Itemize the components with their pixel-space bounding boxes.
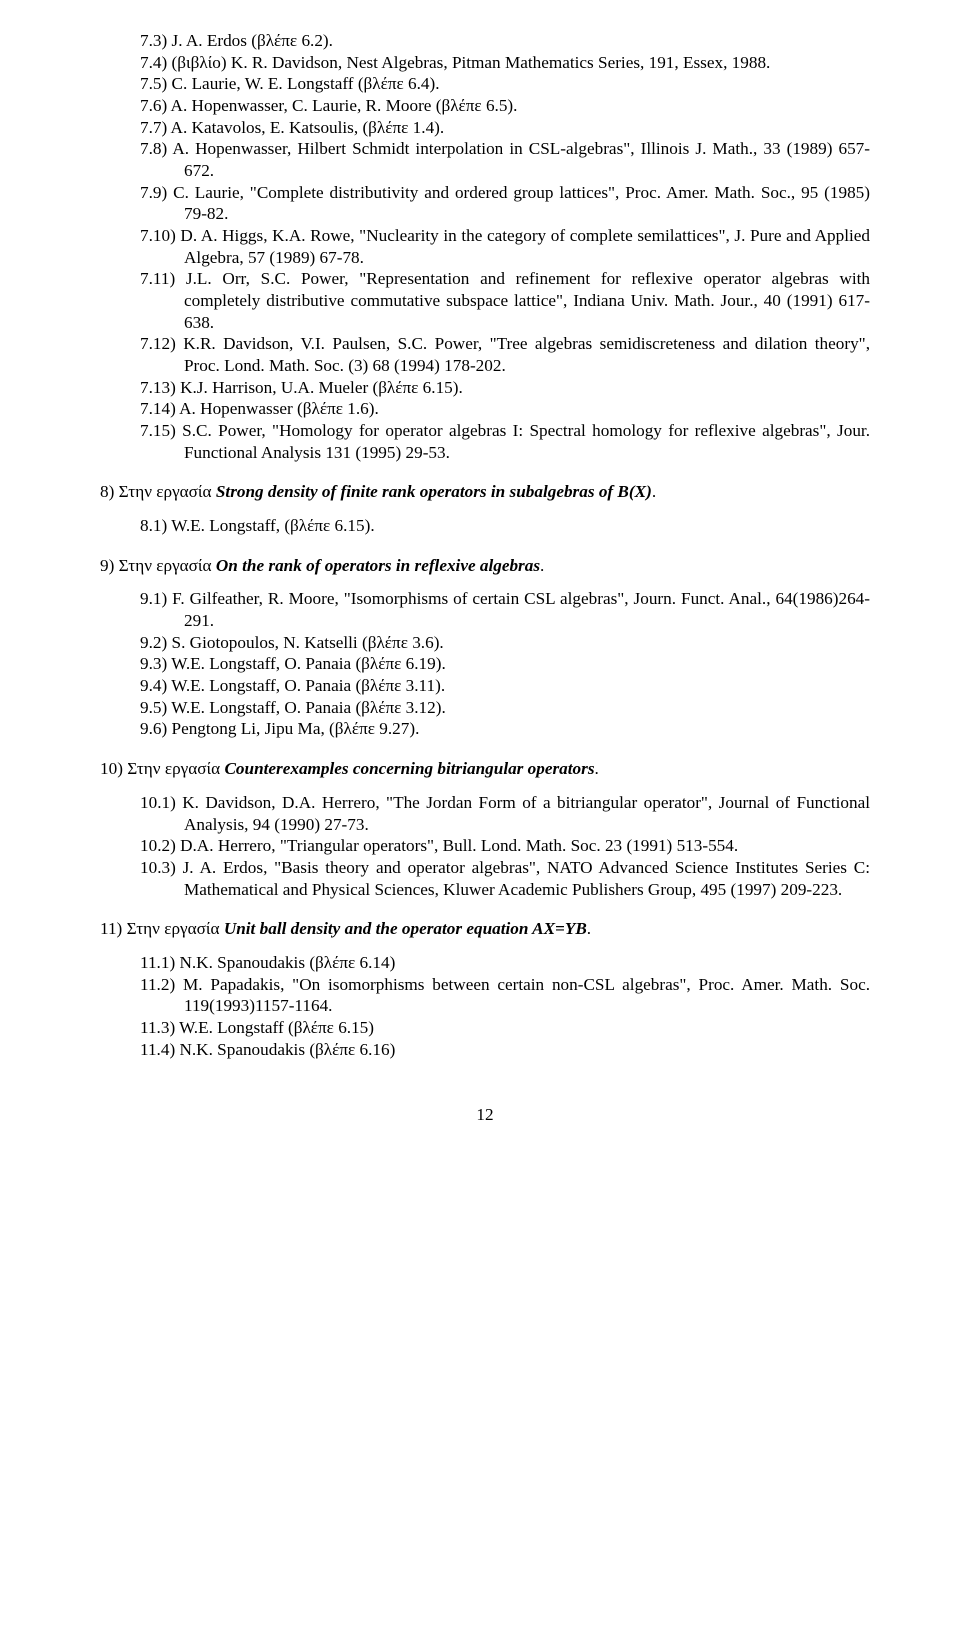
refs-section-11: 11.1) N.K. Spanoudakis (βλέπε 6.14) 11.2…	[100, 952, 870, 1060]
ref-item: 11.3) W.E. Longstaff (βλέπε 6.15)	[100, 1017, 870, 1039]
section-10-heading: 10) Στην εργασία Counterexamples concern…	[100, 758, 870, 780]
section-title: On the rank of operators in reflexive al…	[216, 556, 540, 575]
section-prefix: 11) Στην εργασία	[100, 919, 224, 938]
refs-section-8: 8.1) W.E. Longstaff, (βλέπε 6.15).	[100, 515, 870, 537]
section-8-heading: 8) Στην εργασία Strong density of finite…	[100, 481, 870, 503]
section-suffix: .	[540, 556, 544, 575]
ref-item: 7.5) C. Laurie, W. E. Longstaff (βλέπε 6…	[100, 73, 870, 95]
section-title: Strong density of finite rank operators …	[216, 482, 652, 501]
section-suffix: .	[587, 919, 591, 938]
ref-item: 7.4) (βιβλίο) K. R. Davidson, Nest Algeb…	[100, 52, 870, 74]
ref-item: 7.7) A. Katavolos, E. Katsoulis, (βλέπε …	[100, 117, 870, 139]
ref-item: 9.1) F. Gilfeather, R. Moore, "Isomorphi…	[100, 588, 870, 631]
section-suffix: .	[652, 482, 656, 501]
ref-item: 9.3) W.E. Longstaff, O. Panaia (βλέπε 6.…	[100, 653, 870, 675]
ref-item: 7.6) A. Hopenwasser, C. Laurie, R. Moore…	[100, 95, 870, 117]
section-title: Counterexamples concerning bitriangular …	[224, 759, 594, 778]
ref-item: 7.12) K.R. Davidson, V.I. Paulsen, S.C. …	[100, 333, 870, 376]
section-prefix: 8) Στην εργασία	[100, 482, 216, 501]
refs-section-10: 10.1) K. Davidson, D.A. Herrero, "The Jo…	[100, 792, 870, 900]
ref-item: 10.1) K. Davidson, D.A. Herrero, "The Jo…	[100, 792, 870, 835]
ref-item: 9.4) W.E. Longstaff, O. Panaia (βλέπε 3.…	[100, 675, 870, 697]
section-9-heading: 9) Στην εργασία On the rank of operators…	[100, 555, 870, 577]
ref-item: 10.2) D.A. Herrero, "Triangular operator…	[100, 835, 870, 857]
ref-item: 11.1) N.K. Spanoudakis (βλέπε 6.14)	[100, 952, 870, 974]
ref-item: 9.2) S. Giotopoulos, N. Katselli (βλέπε …	[100, 632, 870, 654]
ref-item: 7.10) D. A. Higgs, K.A. Rowe, "Nuclearit…	[100, 225, 870, 268]
refs-section-9: 9.1) F. Gilfeather, R. Moore, "Isomorphi…	[100, 588, 870, 740]
ref-item: 11.2) M. Papadakis, "On isomorphisms bet…	[100, 974, 870, 1017]
ref-item: 8.1) W.E. Longstaff, (βλέπε 6.15).	[100, 515, 870, 537]
page-number: 12	[100, 1104, 870, 1126]
ref-item: 7.14) A. Hopenwasser (βλέπε 1.6).	[100, 398, 870, 420]
ref-item: 9.6) Pengtong Li, Jipu Ma, (βλέπε 9.27).	[100, 718, 870, 740]
ref-item: 9.5) W.E. Longstaff, O. Panaia (βλέπε 3.…	[100, 697, 870, 719]
section-suffix: .	[595, 759, 599, 778]
ref-item: 7.8) A. Hopenwasser, Hilbert Schmidt int…	[100, 138, 870, 181]
ref-item: 7.3) J. A. Erdos (βλέπε 6.2).	[100, 30, 870, 52]
ref-item: 10.3) J. A. Erdos, "Basis theory and ope…	[100, 857, 870, 900]
section-title: Unit ball density and the operator equat…	[224, 919, 587, 938]
section-prefix: 9) Στην εργασία	[100, 556, 216, 575]
ref-item: 7.15) S.C. Power, "Homology for operator…	[100, 420, 870, 463]
refs-section-7: 7.3) J. A. Erdos (βλέπε 6.2). 7.4) (βιβλ…	[100, 30, 870, 463]
ref-item: 7.11) J.L. Orr, S.C. Power, "Representat…	[100, 268, 870, 333]
section-prefix: 10) Στην εργασία	[100, 759, 224, 778]
page-content: 7.3) J. A. Erdos (βλέπε 6.2). 7.4) (βιβλ…	[0, 0, 960, 1166]
ref-item: 7.9) C. Laurie, "Complete distributivity…	[100, 182, 870, 225]
ref-item: 11.4) N.K. Spanoudakis (βλέπε 6.16)	[100, 1039, 870, 1061]
ref-item: 7.13) K.J. Harrison, U.A. Mueler (βλέπε …	[100, 377, 870, 399]
section-11-heading: 11) Στην εργασία Unit ball density and t…	[100, 918, 870, 940]
